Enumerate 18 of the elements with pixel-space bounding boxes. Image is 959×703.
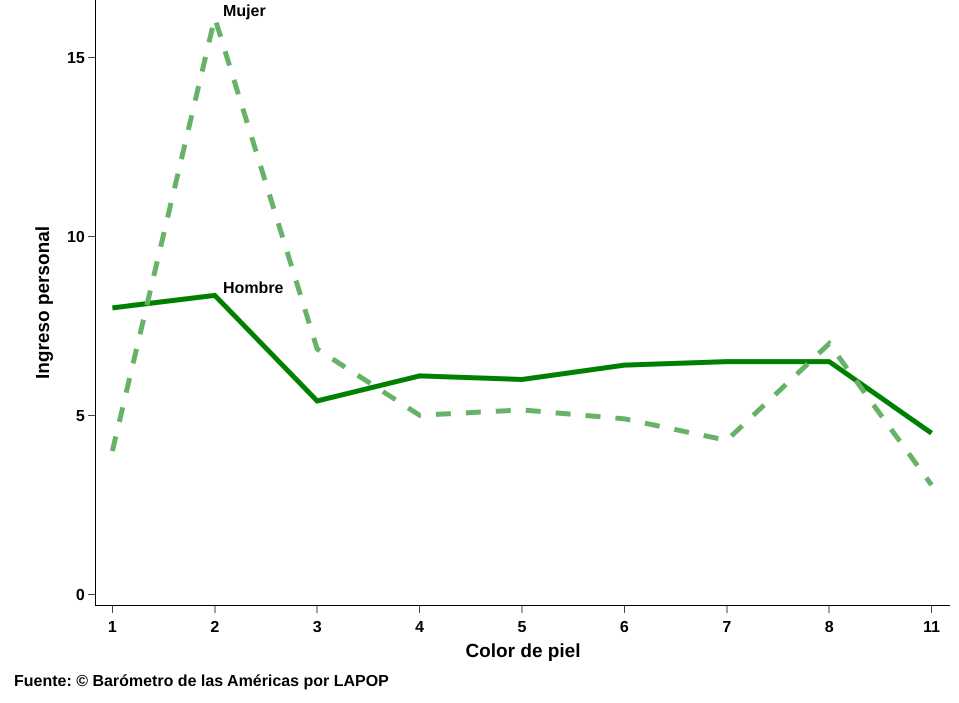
y-tick-label: 0 [76, 586, 85, 604]
x-tick-label: 5 [518, 619, 527, 636]
x-tick-label: 7 [722, 619, 732, 636]
x-tick-label: 11 [923, 619, 940, 636]
series-label: Hombre [223, 280, 284, 297]
x-tick-label: 1 [108, 619, 117, 636]
x-tick-label: 2 [210, 619, 220, 636]
x-tick-label: 8 [824, 619, 834, 636]
x-tick-label: 4 [415, 619, 424, 636]
x-tick-label: 3 [312, 619, 322, 636]
y-tick-label: 5 [76, 408, 85, 425]
x-tick-label: 6 [620, 619, 629, 636]
y-tick-label: 15 [67, 50, 85, 67]
series-label: Mujer [223, 3, 266, 20]
y-tick-label: 10 [67, 228, 85, 246]
source-note: Fuente: © Barómetro de las Américas por LAPOP [14, 673, 390, 690]
y-axis-title: Ingreso personal [32, 226, 54, 380]
x-axis-title: Color de piel [465, 641, 581, 662]
